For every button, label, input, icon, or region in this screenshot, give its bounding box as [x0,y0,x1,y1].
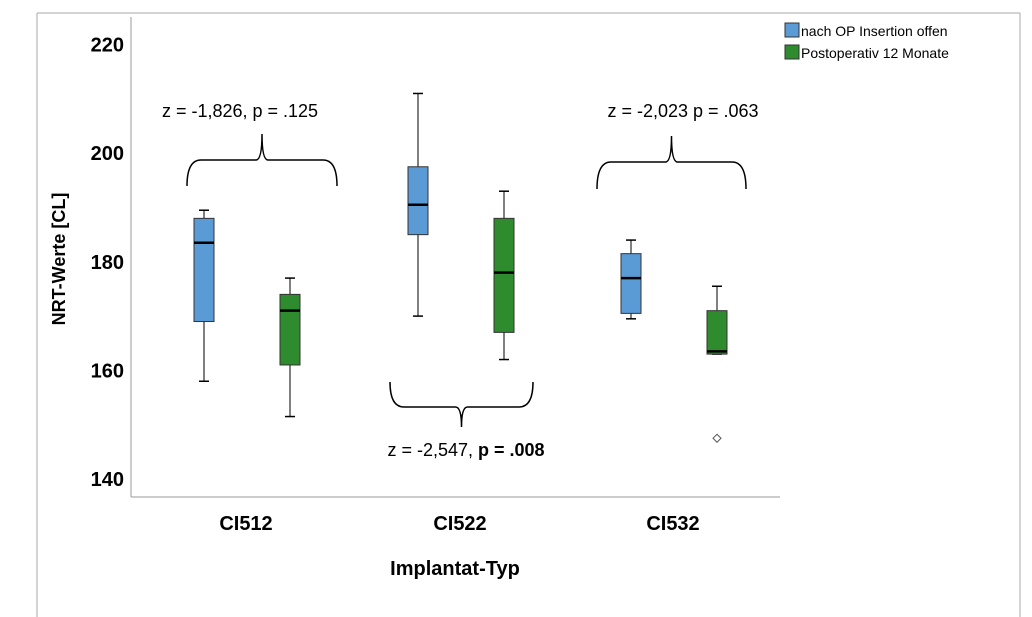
box-iqr [193,217,215,323]
box-iqr [493,217,515,333]
x-tick-label: CI522 [433,513,486,535]
boxplot-CI512-series-2 [279,277,301,418]
annotation-text: z = -2,023 p = .063 [607,101,758,121]
y-axis-label: NRT-Werte [CL] [49,193,69,326]
brace-CI532 [596,135,747,190]
annotation-text: z = -2,547, [387,440,478,460]
y-tick-label: 160 [91,360,124,382]
box-iqr [279,293,301,366]
x-tick-labels: CI512 CI522 CI532 [219,513,699,535]
boxplot-CI522-series-2 [493,190,515,361]
x-tick-label: CI512 [219,513,272,535]
legend-label-series-2: Postoperativ 12 Monate [801,45,949,61]
box-iqr [706,310,728,355]
y-tick-label: 140 [91,469,124,491]
annotation-CI512: z = -1,826, p = .125 [162,101,318,121]
annotation-CI522: z = -2,547, p = .008 [387,440,544,460]
significance-annotations: z = -1,826, p = .125 z = -2,547, p = .008… [162,101,759,460]
boxplot-marks [193,92,728,443]
y-tick-label: 220 [91,35,124,57]
x-tick-label: CI532 [646,513,699,535]
boxplot-CI532-series-1 [620,239,642,320]
y-tick-label: 180 [91,252,124,274]
boxplot-CI512-series-1 [193,209,215,383]
legend-swatch-blue [784,22,800,38]
legend-swatch-green [784,44,800,60]
y-tick-label: 200 [91,143,124,165]
annotation-text: z = -1,826, p = .125 [162,101,318,121]
brace-CI512 [186,133,338,187]
boxplot-CI522-series-1 [407,92,429,317]
boxplot-CI532-series-2 [706,285,728,443]
legend-label-series-1: nach OP Insertion offen [801,23,948,39]
outlier-point [712,433,722,443]
brace-CI522 [389,381,534,428]
annotation-CI532: z = -2,023 p = .063 [607,101,758,121]
significance-braces [186,133,747,428]
box-iqr [620,253,642,314]
x-axis-label: Implantat-Typ [390,558,520,580]
y-tick-labels: 140 160 180 200 220 [91,35,124,491]
box-iqr [407,166,429,236]
annotation-bold-text: p = .008 [478,440,545,460]
legend: nach OP Insertion offen Postoperativ 12 … [784,22,949,61]
